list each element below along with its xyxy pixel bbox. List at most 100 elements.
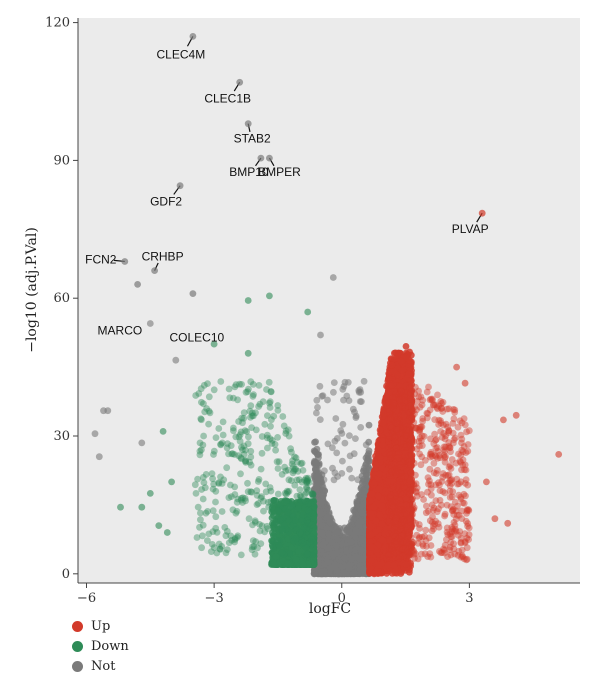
point-down-4137: [263, 522, 271, 530]
point-down-4119: [260, 507, 267, 515]
point-not-2625: [332, 415, 340, 422]
point-not-2530: [358, 535, 365, 543]
point-down-3807: [215, 425, 223, 432]
point-down-4171: [244, 388, 252, 396]
point-down-4079: [237, 454, 245, 461]
point-down-4052: [237, 428, 245, 436]
point-not-2613: [346, 465, 353, 473]
point-down-4106: [219, 418, 227, 426]
point-down-4178: [274, 490, 282, 498]
point-down-3871: [237, 470, 244, 478]
plot-background: [78, 18, 580, 583]
point-not-2588: [345, 565, 353, 572]
point-not-2560: [347, 538, 355, 546]
point-down-4098: [281, 505, 289, 512]
point-down-3978: [204, 537, 211, 544]
point-down-4091: [198, 398, 205, 406]
point-down-4146: [217, 378, 225, 385]
point-down-4172: [258, 493, 266, 500]
point-not-2619: [313, 409, 320, 417]
point-down-4036: [266, 435, 274, 443]
point-not-2524: [357, 484, 365, 491]
point-not-2583: [325, 530, 332, 537]
point-not-2611: [355, 387, 363, 394]
point-down-4123: [291, 516, 299, 524]
point-not-2591: [318, 529, 326, 537]
point-down-4048: [212, 498, 219, 506]
point-not-2365: [313, 445, 321, 453]
point-down-4124: [194, 503, 202, 511]
point-not-2626: [357, 424, 365, 431]
point-not-2649: [339, 457, 346, 465]
point-not-1309: [312, 438, 319, 446]
point-down-3898: [254, 478, 262, 485]
point-down-4067: [210, 386, 218, 394]
point-down-4087: [241, 495, 249, 502]
point-not-2543: [330, 550, 337, 558]
point-down-3996: [194, 475, 202, 483]
point-down-4113: [266, 398, 274, 406]
point-down-4108: [225, 539, 233, 547]
point-down-4161: [221, 524, 229, 531]
point-not-2655: [316, 382, 324, 390]
point-not-2599: [333, 567, 341, 574]
points-layer: [91, 274, 563, 578]
point-down-4022: [217, 440, 225, 448]
point-not-2566: [321, 561, 328, 568]
point-down-4068: [195, 390, 203, 397]
point-not-2644: [358, 398, 365, 405]
point-down-4173: [222, 549, 230, 557]
point-down-4100: [299, 467, 307, 474]
point-not-2485: [319, 541, 327, 549]
point-down-4110: [229, 450, 237, 458]
point-not-2648: [324, 396, 331, 404]
point-down-4105: [249, 381, 257, 388]
point-down-3981: [196, 447, 204, 455]
point-not-2616: [314, 404, 321, 411]
point-down-4044: [296, 486, 304, 493]
point-down-4155: [306, 499, 314, 507]
point-down-4128: [232, 381, 240, 389]
point-down-4049: [212, 487, 220, 495]
point-down-4162: [250, 543, 258, 550]
point-not-2546: [351, 569, 358, 577]
point-not-2569: [318, 568, 326, 575]
point-down-4056: [192, 490, 200, 497]
point-down-3799: [198, 544, 206, 552]
point-down-3980: [251, 519, 259, 526]
point-down-4141: [269, 544, 277, 552]
point-down-4139: [288, 460, 296, 468]
point-not-2614: [316, 416, 324, 423]
point-down-4023: [198, 416, 205, 424]
point-down-3957: [219, 431, 227, 439]
point-down-4015: [261, 420, 269, 428]
point-down-3985: [266, 404, 274, 411]
point-not-2575: [333, 542, 340, 549]
point-down-3932: [265, 378, 273, 386]
point-down-4145: [240, 442, 248, 450]
point-down-4095: [295, 504, 302, 512]
point-down-4163: [301, 476, 309, 484]
point-down-4115: [304, 506, 312, 514]
point-not-2571: [355, 528, 363, 536]
point-down-4168: [273, 537, 281, 545]
point-down-4125: [209, 475, 217, 483]
point-down-4035: [199, 532, 206, 540]
point-not-2654: [351, 408, 358, 416]
point-down-3998: [255, 403, 262, 410]
point-down-4176: [303, 540, 311, 548]
point-down-3955: [202, 471, 210, 478]
point-down-4117: [282, 497, 290, 504]
point-down-4021: [240, 414, 248, 422]
point-down-4061: [198, 486, 206, 493]
point-not-2589: [317, 510, 324, 518]
point-down-3758: [272, 553, 280, 560]
point-down-4099: [252, 426, 260, 434]
point-not-2647: [337, 427, 345, 434]
point-down-4111: [212, 513, 220, 521]
point-down-4127: [264, 444, 271, 452]
point-down-4169: [277, 516, 285, 524]
point-not-2628: [329, 464, 336, 472]
point-down-4179: [197, 509, 204, 517]
